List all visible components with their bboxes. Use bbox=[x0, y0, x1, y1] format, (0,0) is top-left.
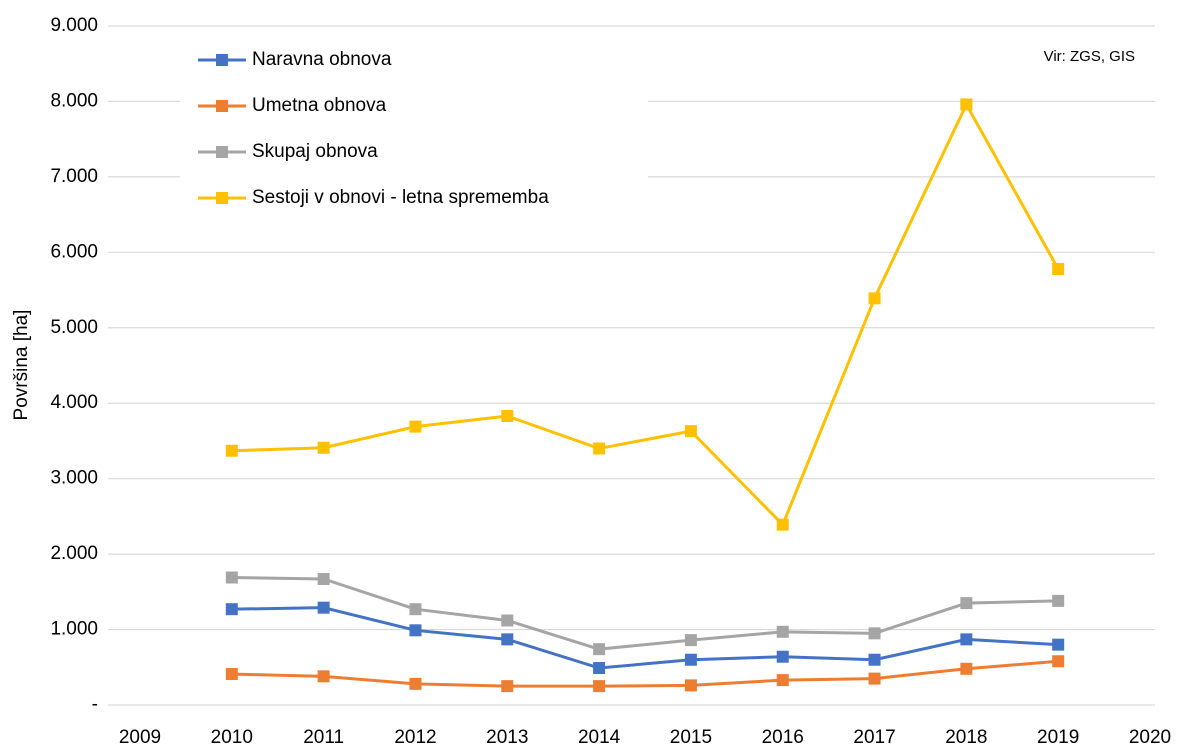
data-point bbox=[868, 653, 881, 666]
x-tick-label: 2012 bbox=[394, 727, 436, 747]
legend-marker bbox=[216, 54, 228, 66]
data-point bbox=[776, 625, 789, 638]
data-point bbox=[684, 679, 697, 692]
data-point bbox=[593, 442, 606, 455]
y-tick-label: 6.000 bbox=[50, 241, 98, 262]
y-axis-label: Površina [ha] bbox=[11, 310, 32, 421]
data-point bbox=[593, 680, 606, 693]
data-point bbox=[317, 573, 330, 586]
data-point bbox=[501, 614, 514, 627]
data-point bbox=[868, 672, 881, 685]
y-tick-label: 5.000 bbox=[50, 317, 98, 338]
data-point bbox=[409, 677, 422, 690]
series-line bbox=[231, 659, 1059, 688]
annotation: Vir: ZGS, GIS bbox=[1044, 48, 1135, 65]
series-line bbox=[231, 575, 1059, 651]
legend-label: Umetna obnova bbox=[252, 95, 387, 116]
data-point bbox=[1052, 262, 1065, 275]
y-tick-label: 3.000 bbox=[50, 468, 98, 489]
data-point bbox=[684, 425, 697, 438]
data-point bbox=[593, 643, 606, 656]
series-line bbox=[231, 101, 1060, 528]
data-point bbox=[960, 597, 973, 610]
legend-label: Naravna obnova bbox=[252, 49, 392, 70]
data-point bbox=[1052, 655, 1065, 668]
data-point bbox=[776, 674, 789, 687]
y-tick-label: 9.000 bbox=[50, 15, 98, 36]
data-point bbox=[960, 633, 973, 646]
data-point bbox=[409, 420, 422, 433]
x-tick-label: 2010 bbox=[211, 727, 253, 747]
x-tick-label: 2009 bbox=[119, 727, 161, 747]
data-point bbox=[317, 441, 330, 454]
data-point bbox=[501, 633, 514, 646]
x-tick-label: 2019 bbox=[1037, 727, 1079, 747]
legend-background bbox=[180, 30, 648, 220]
data-point bbox=[776, 518, 789, 531]
legend-marker bbox=[216, 100, 228, 112]
legend-label: Sestoji v obnovi - letna sprememba bbox=[252, 187, 549, 208]
data-point bbox=[776, 650, 789, 663]
x-tick-label: 2016 bbox=[762, 727, 804, 747]
legend-label: Skupaj obnova bbox=[252, 141, 378, 162]
x-tick-label: 2011 bbox=[303, 727, 344, 747]
x-tick-label: 2018 bbox=[945, 727, 987, 747]
data-point bbox=[225, 603, 238, 616]
y-tick-label: 1.000 bbox=[50, 619, 98, 640]
x-tick-label: 2017 bbox=[853, 727, 895, 747]
x-tick-label: 2014 bbox=[578, 727, 621, 747]
y-tick-label: 8.000 bbox=[50, 90, 98, 111]
y-tick-label: 2.000 bbox=[50, 543, 98, 564]
data-point bbox=[960, 662, 973, 675]
data-point bbox=[225, 444, 238, 457]
x-tick-label: 2020 bbox=[1129, 727, 1171, 747]
data-point bbox=[1052, 638, 1065, 651]
data-point bbox=[409, 603, 422, 616]
legend-marker bbox=[216, 192, 228, 204]
data-point bbox=[501, 680, 514, 693]
y-tick-label: - bbox=[92, 694, 98, 715]
y-tick-label: 4.000 bbox=[50, 392, 98, 413]
data-point bbox=[1052, 594, 1065, 607]
y-tick-label: 7.000 bbox=[50, 166, 98, 187]
series-line bbox=[231, 606, 1059, 670]
data-point bbox=[868, 292, 881, 305]
legend-marker bbox=[216, 146, 228, 158]
data-point bbox=[960, 98, 973, 111]
data-point bbox=[501, 410, 514, 423]
data-point bbox=[409, 624, 422, 637]
data-point bbox=[317, 601, 330, 614]
data-point bbox=[868, 627, 881, 640]
data-point bbox=[684, 653, 697, 666]
x-tick-label: 2015 bbox=[670, 727, 712, 747]
data-point bbox=[225, 668, 238, 681]
data-point bbox=[317, 670, 330, 683]
data-point bbox=[684, 634, 697, 647]
x-tick-label: 2013 bbox=[486, 727, 528, 747]
data-point bbox=[225, 571, 238, 584]
data-point bbox=[593, 662, 606, 675]
